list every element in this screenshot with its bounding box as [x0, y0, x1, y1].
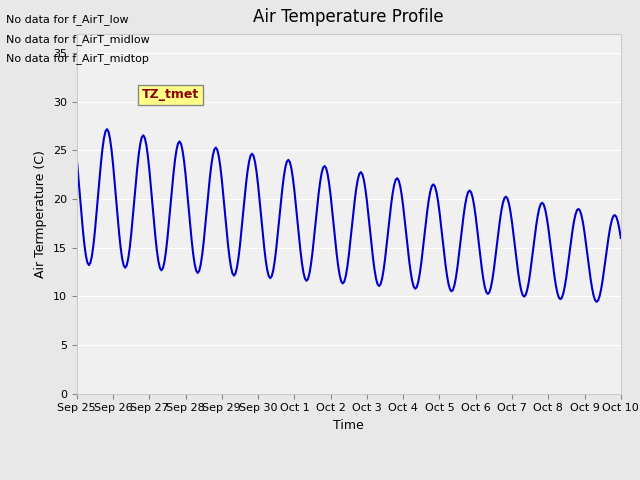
Text: No data for f_AirT_midtop: No data for f_AirT_midtop	[6, 53, 149, 64]
Text: No data for f_AirT_midlow: No data for f_AirT_midlow	[6, 34, 150, 45]
X-axis label: Time: Time	[333, 419, 364, 432]
Title: Air Temperature Profile: Air Temperature Profile	[253, 9, 444, 26]
Text: No data for f_AirT_low: No data for f_AirT_low	[6, 14, 129, 25]
Text: TZ_tmet: TZ_tmet	[142, 88, 199, 101]
Y-axis label: Air Termperature (C): Air Termperature (C)	[35, 150, 47, 277]
Legend: 	[344, 456, 354, 467]
